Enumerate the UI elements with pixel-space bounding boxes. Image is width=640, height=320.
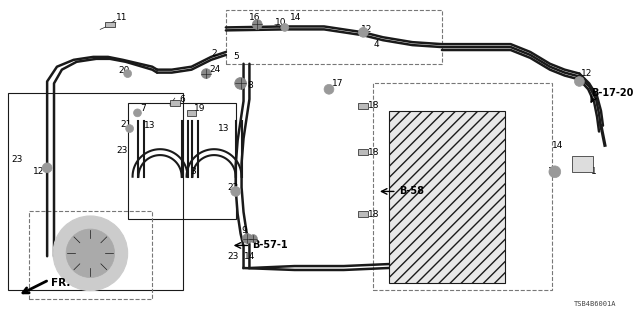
Circle shape: [42, 163, 52, 173]
Bar: [105, 21, 115, 28]
Circle shape: [124, 70, 132, 77]
Circle shape: [53, 216, 127, 291]
Text: 23: 23: [116, 146, 127, 155]
Text: 14: 14: [244, 252, 255, 261]
Text: 11: 11: [116, 13, 127, 22]
Text: B-57-1: B-57-1: [252, 240, 288, 251]
Circle shape: [549, 166, 561, 178]
Text: 23: 23: [228, 252, 239, 261]
Bar: [358, 211, 368, 217]
Text: 22: 22: [227, 183, 239, 192]
Text: 18: 18: [368, 210, 380, 219]
Text: 13: 13: [143, 121, 155, 130]
Text: 20: 20: [118, 66, 130, 75]
Text: 12: 12: [581, 69, 593, 78]
Text: 23: 23: [12, 156, 23, 164]
Text: 9: 9: [242, 226, 248, 235]
Text: 14: 14: [290, 13, 301, 22]
Bar: [8, 93, 182, 290]
Text: TSB4B6001A: TSB4B6001A: [574, 301, 617, 307]
Circle shape: [125, 125, 134, 132]
Text: 18: 18: [368, 101, 380, 110]
Circle shape: [231, 187, 241, 196]
Bar: [187, 110, 196, 116]
Bar: [170, 100, 180, 106]
Bar: [389, 111, 505, 283]
Text: 17: 17: [332, 79, 344, 88]
Text: 12: 12: [362, 25, 372, 34]
Circle shape: [243, 234, 252, 244]
Text: 6: 6: [180, 95, 186, 104]
Bar: [358, 149, 368, 155]
Circle shape: [358, 28, 368, 37]
Bar: [358, 103, 368, 109]
Text: B-17-20: B-17-20: [591, 88, 634, 98]
Circle shape: [235, 77, 246, 89]
Text: 7: 7: [140, 104, 146, 113]
Text: 3: 3: [191, 167, 196, 176]
Text: B-58: B-58: [399, 187, 424, 196]
Text: 18: 18: [368, 148, 380, 157]
Circle shape: [252, 20, 262, 29]
Circle shape: [324, 84, 334, 94]
Text: 12: 12: [33, 167, 44, 176]
Text: 8: 8: [248, 81, 253, 90]
Text: 14: 14: [552, 141, 564, 150]
Text: 24: 24: [209, 65, 220, 74]
Bar: [226, 10, 442, 64]
Circle shape: [250, 235, 257, 243]
Bar: [29, 211, 152, 300]
Bar: [127, 103, 236, 219]
Text: FR.: FR.: [51, 278, 70, 288]
Text: 10: 10: [275, 18, 287, 27]
Text: 13: 13: [218, 124, 230, 133]
Text: 21: 21: [120, 120, 132, 129]
Text: 2: 2: [211, 50, 217, 59]
Text: 19: 19: [195, 104, 206, 113]
Circle shape: [134, 109, 141, 117]
Text: 1: 1: [591, 167, 597, 176]
Text: 16: 16: [249, 13, 260, 22]
Circle shape: [281, 23, 289, 31]
Circle shape: [575, 76, 584, 86]
Text: 4: 4: [373, 40, 379, 49]
Bar: [572, 156, 593, 172]
Circle shape: [202, 69, 211, 78]
Text: 5: 5: [234, 52, 239, 61]
Bar: [373, 84, 552, 290]
Circle shape: [66, 229, 115, 277]
Text: 15: 15: [548, 167, 560, 176]
